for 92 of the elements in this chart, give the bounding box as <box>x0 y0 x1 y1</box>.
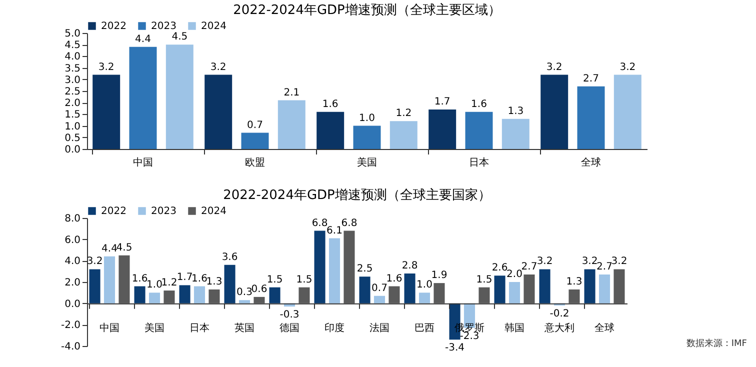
data-label: 0.6 <box>251 284 268 295</box>
data-label: 2.6 <box>492 262 508 274</box>
legend-label: 2023 <box>151 206 176 217</box>
data-label: 1.2 <box>161 278 178 289</box>
y-tick-label: 2.5 <box>64 86 80 98</box>
data-label: 1.6 <box>192 273 208 284</box>
x-tick-label: 欧盟 <box>245 156 265 168</box>
y-tick-label: 5.0 <box>64 28 80 40</box>
y-tick-label: 0.5 <box>64 132 80 144</box>
y-tick-label: 1.5 <box>64 110 80 121</box>
data-label: 1.5 <box>296 274 312 286</box>
x-tick-label: 德国 <box>280 322 300 334</box>
data-label: 1.6 <box>132 273 148 284</box>
x-tick-label: 美国 <box>357 156 377 168</box>
y-tick-label: 2.0 <box>64 98 80 110</box>
y-tick-label: 1.0 <box>64 121 80 132</box>
data-label: 0.7 <box>372 282 388 294</box>
data-label: 6.1 <box>326 225 342 236</box>
data-label: 3.2 <box>611 256 628 268</box>
data-label: 1.3 <box>206 276 222 288</box>
data-label: 0.7 <box>247 120 263 131</box>
y-tick-label: 4.5 <box>64 40 80 52</box>
data-label: 3.2 <box>536 256 553 268</box>
source-note: 数据来源：IMF <box>686 338 747 349</box>
x-tick-label: 英国 <box>234 322 254 334</box>
x-tick-label: 日本 <box>190 322 210 334</box>
y-tick-label: 0.0 <box>64 144 80 156</box>
legend-label: 2022 <box>101 206 126 217</box>
data-label: 3.2 <box>98 62 114 73</box>
x-tick-label: 巴西 <box>414 322 434 334</box>
data-label: 2.5 <box>356 264 373 275</box>
y-tick-label: -2.0 <box>60 320 80 332</box>
y-tick-label: 3.0 <box>64 74 80 86</box>
y-tick-label: 8.0 <box>64 214 80 224</box>
data-label: 1.6 <box>471 98 487 110</box>
data-label: 1.6 <box>386 273 402 284</box>
x-tick-label: 全球 <box>581 156 601 168</box>
chart-title: 2022-2024年GDP增速预测（全球主要国家） <box>223 187 491 203</box>
legend-label: 2022 <box>101 21 126 32</box>
data-label: 1.3 <box>508 106 524 117</box>
x-tick-label: 印度 <box>324 322 344 334</box>
chart-title: 2022-2024年GDP增速预测（全球主要区域） <box>233 2 501 18</box>
y-tick-label: 3.5 <box>64 63 80 74</box>
data-label: 1.0 <box>146 280 162 291</box>
y-tick-label: 0.0 <box>64 298 80 310</box>
data-label: 4.5 <box>116 242 132 254</box>
data-label: 4.5 <box>172 32 188 43</box>
data-label: 2.0 <box>506 269 522 280</box>
data-label: 1.3 <box>566 276 582 288</box>
x-tick-label: 法国 <box>370 322 390 334</box>
data-label: 2.7 <box>596 262 612 273</box>
y-tick-label: 4.0 <box>64 52 80 63</box>
legend-label: 2024 <box>201 21 226 32</box>
data-label: 2.1 <box>284 87 300 98</box>
legend-label: 2023 <box>151 21 176 32</box>
data-label: 3.6 <box>222 252 238 263</box>
data-label: 3.2 <box>620 62 636 73</box>
x-tick-label: 意大利 <box>544 322 574 334</box>
data-label: 4.4 <box>102 243 118 254</box>
data-label: 6.8 <box>341 218 358 229</box>
y-tick-label: 2.0 <box>64 278 80 288</box>
x-tick-label: 中国 <box>100 322 120 334</box>
data-label: 0.3 <box>236 287 252 298</box>
x-tick-label: 韩国 <box>504 322 524 334</box>
data-label: 6.8 <box>312 218 328 229</box>
data-label: -3.4 <box>445 342 465 354</box>
data-label: 3.2 <box>582 256 598 268</box>
x-tick-label: 中国 <box>133 156 153 168</box>
data-label: 1.2 <box>396 108 412 120</box>
data-label: 2.7 <box>521 262 538 273</box>
y-tick-label: 6.0 <box>64 234 80 246</box>
y-tick-label: -4.0 <box>60 342 80 352</box>
legend-label: 2024 <box>201 206 226 217</box>
data-label: 2.7 <box>583 73 599 84</box>
x-tick-label: 全球 <box>594 322 614 334</box>
data-label: 3.2 <box>546 62 562 73</box>
data-label: 1.7 <box>176 272 193 284</box>
data-label: 1.0 <box>359 112 375 124</box>
x-tick-label: 美国 <box>144 322 164 334</box>
data-label: 1.7 <box>434 96 450 108</box>
data-label: 1.5 <box>476 274 492 286</box>
data-label: 1.0 <box>416 280 432 291</box>
data-label: 3.2 <box>210 62 226 73</box>
data-label: 4.4 <box>135 34 151 45</box>
data-label: 1.9 <box>431 270 448 282</box>
data-label: -0.2 <box>550 308 570 320</box>
x-tick-label: 日本 <box>469 156 489 168</box>
data-label: 2.8 <box>402 260 418 272</box>
data-label: 1.6 <box>322 98 338 110</box>
y-tick-label: 4.0 <box>64 256 80 268</box>
data-label: 1.5 <box>266 274 283 286</box>
data-label: -0.3 <box>280 310 300 321</box>
